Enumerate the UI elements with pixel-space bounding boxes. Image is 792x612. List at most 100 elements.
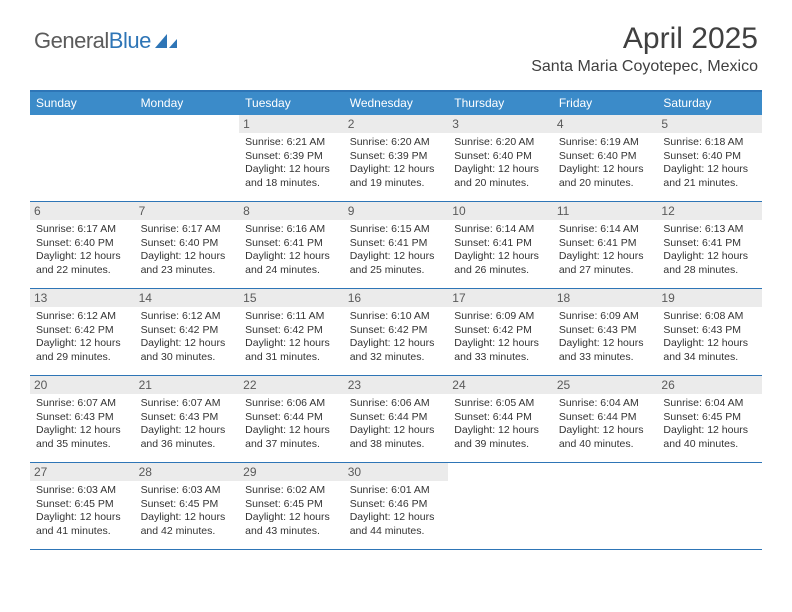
day-info: Sunrise: 6:12 AMSunset: 6:42 PMDaylight:…: [141, 310, 234, 365]
empty-cell: [135, 115, 240, 201]
day-number: 24: [448, 376, 553, 394]
logo-text: GeneralBlue: [34, 28, 151, 54]
empty-cell: [448, 463, 553, 549]
day-number: 13: [30, 289, 135, 307]
day-number: 30: [344, 463, 449, 481]
day-info: Sunrise: 6:14 AMSunset: 6:41 PMDaylight:…: [454, 223, 547, 278]
day-info: Sunrise: 6:05 AMSunset: 6:44 PMDaylight:…: [454, 397, 547, 452]
day-cell: 26 Sunrise: 6:04 AMSunset: 6:45 PMDayligh…: [657, 376, 762, 462]
day-number: 17: [448, 289, 553, 307]
day-info: Sunrise: 6:17 AMSunset: 6:40 PMDaylight:…: [141, 223, 234, 278]
day-info: Sunrise: 6:09 AMSunset: 6:43 PMDaylight:…: [559, 310, 652, 365]
day-number: 25: [553, 376, 658, 394]
day-number: 10: [448, 202, 553, 220]
day-info: Sunrise: 6:10 AMSunset: 6:42 PMDaylight:…: [350, 310, 443, 365]
day-cell: 30 Sunrise: 6:01 AMSunset: 6:46 PMDayligh…: [344, 463, 449, 549]
day-info: Sunrise: 6:20 AMSunset: 6:40 PMDaylight:…: [454, 136, 547, 191]
logo-part2: Blue: [109, 28, 151, 53]
empty-cell: [30, 115, 135, 201]
day-info: Sunrise: 6:06 AMSunset: 6:44 PMDaylight:…: [245, 397, 338, 452]
week-row: 27 Sunrise: 6:03 AMSunset: 6:45 PMDayligh…: [30, 463, 762, 550]
day-header-sunday: Sunday: [30, 92, 135, 115]
day-cell: 15 Sunrise: 6:11 AMSunset: 6:42 PMDayligh…: [239, 289, 344, 375]
day-cell: 5 Sunrise: 6:18 AMSunset: 6:40 PMDaylight…: [657, 115, 762, 201]
day-cell: 18 Sunrise: 6:09 AMSunset: 6:43 PMDayligh…: [553, 289, 658, 375]
day-cell: 19 Sunrise: 6:08 AMSunset: 6:43 PMDayligh…: [657, 289, 762, 375]
day-number: 2: [344, 115, 449, 133]
day-cell: 10 Sunrise: 6:14 AMSunset: 6:41 PMDayligh…: [448, 202, 553, 288]
day-info: Sunrise: 6:07 AMSunset: 6:43 PMDaylight:…: [36, 397, 129, 452]
day-info: Sunrise: 6:20 AMSunset: 6:39 PMDaylight:…: [350, 136, 443, 191]
day-number: 19: [657, 289, 762, 307]
day-info: Sunrise: 6:15 AMSunset: 6:41 PMDaylight:…: [350, 223, 443, 278]
day-number: 16: [344, 289, 449, 307]
day-info: Sunrise: 6:02 AMSunset: 6:45 PMDaylight:…: [245, 484, 338, 539]
day-header-saturday: Saturday: [657, 92, 762, 115]
day-info: Sunrise: 6:18 AMSunset: 6:40 PMDaylight:…: [663, 136, 756, 191]
logo-part1: General: [34, 28, 109, 53]
day-info: Sunrise: 6:19 AMSunset: 6:40 PMDaylight:…: [559, 136, 652, 191]
day-cell: 27 Sunrise: 6:03 AMSunset: 6:45 PMDayligh…: [30, 463, 135, 549]
day-cell: 13 Sunrise: 6:12 AMSunset: 6:42 PMDayligh…: [30, 289, 135, 375]
week-row: 13 Sunrise: 6:12 AMSunset: 6:42 PMDayligh…: [30, 289, 762, 376]
day-number: 28: [135, 463, 240, 481]
day-header-thursday: Thursday: [448, 92, 553, 115]
day-info: Sunrise: 6:11 AMSunset: 6:42 PMDaylight:…: [245, 310, 338, 365]
day-header-tuesday: Tuesday: [239, 92, 344, 115]
day-info: Sunrise: 6:03 AMSunset: 6:45 PMDaylight:…: [36, 484, 129, 539]
day-info: Sunrise: 6:13 AMSunset: 6:41 PMDaylight:…: [663, 223, 756, 278]
day-info: Sunrise: 6:01 AMSunset: 6:46 PMDaylight:…: [350, 484, 443, 539]
title-block: April 2025 Santa Maria Coyotepec, Mexico: [531, 22, 758, 76]
day-cell: 4Sunrise: 6:19 AMSunset: 6:40 PMDaylight…: [553, 115, 658, 201]
day-header-wednesday: Wednesday: [344, 92, 449, 115]
day-number: 22: [239, 376, 344, 394]
day-cell: 2 Sunrise: 6:20 AMSunset: 6:39 PMDaylight…: [344, 115, 449, 201]
day-number: 29: [239, 463, 344, 481]
day-info: Sunrise: 6:14 AMSunset: 6:41 PMDaylight:…: [559, 223, 652, 278]
day-cell: 12Sunrise: 6:13 AMSunset: 6:41 PMDayligh…: [657, 202, 762, 288]
day-cell: 25 Sunrise: 6:04 AMSunset: 6:44 PMDayligh…: [553, 376, 658, 462]
day-cell: 16 Sunrise: 6:10 AMSunset: 6:42 PMDayligh…: [344, 289, 449, 375]
day-info: Sunrise: 6:08 AMSunset: 6:43 PMDaylight:…: [663, 310, 756, 365]
logo: GeneralBlue: [34, 22, 179, 54]
day-number: 15: [239, 289, 344, 307]
day-cell: 11 Sunrise: 6:14 AMSunset: 6:41 PMDayligh…: [553, 202, 658, 288]
day-info: Sunrise: 6:07 AMSunset: 6:43 PMDaylight:…: [141, 397, 234, 452]
day-cell: 23 Sunrise: 6:06 AMSunset: 6:44 PMDayligh…: [344, 376, 449, 462]
header: GeneralBlue April 2025 Santa Maria Coyot…: [0, 0, 792, 84]
day-info: Sunrise: 6:21 AMSunset: 6:39 PMDaylight:…: [245, 136, 338, 191]
day-header-friday: Friday: [553, 92, 658, 115]
day-number: 9: [344, 202, 449, 220]
empty-cell: [553, 463, 658, 549]
day-info: Sunrise: 6:16 AMSunset: 6:41 PMDaylight:…: [245, 223, 338, 278]
day-info: Sunrise: 6:04 AMSunset: 6:45 PMDaylight:…: [663, 397, 756, 452]
week-row: 20 Sunrise: 6:07 AMSunset: 6:43 PMDayligh…: [30, 376, 762, 463]
day-info: Sunrise: 6:12 AMSunset: 6:42 PMDaylight:…: [36, 310, 129, 365]
day-number: 23: [344, 376, 449, 394]
day-cell: 21 Sunrise: 6:07 AMSunset: 6:43 PMDayligh…: [135, 376, 240, 462]
day-number: 8: [239, 202, 344, 220]
day-number: 11: [553, 202, 658, 220]
day-number: 18: [553, 289, 658, 307]
empty-cell: [657, 463, 762, 549]
day-cell: 14Sunrise: 6:12 AMSunset: 6:42 PMDayligh…: [135, 289, 240, 375]
day-number: 1: [239, 115, 344, 133]
day-cell: 3Sunrise: 6:20 AMSunset: 6:40 PMDaylight…: [448, 115, 553, 201]
day-cell: 29 Sunrise: 6:02 AMSunset: 6:45 PMDayligh…: [239, 463, 344, 549]
day-number: 21: [135, 376, 240, 394]
day-number: 26: [657, 376, 762, 394]
day-header-monday: Monday: [135, 92, 240, 115]
day-number: 6: [30, 202, 135, 220]
day-cell: 8 Sunrise: 6:16 AMSunset: 6:41 PMDaylight…: [239, 202, 344, 288]
day-info: Sunrise: 6:09 AMSunset: 6:42 PMDaylight:…: [454, 310, 547, 365]
day-info: Sunrise: 6:06 AMSunset: 6:44 PMDaylight:…: [350, 397, 443, 452]
week-row: 6 Sunrise: 6:17 AMSunset: 6:40 PMDaylight…: [30, 202, 762, 289]
day-number: 20: [30, 376, 135, 394]
day-info: Sunrise: 6:04 AMSunset: 6:44 PMDaylight:…: [559, 397, 652, 452]
day-number: 27: [30, 463, 135, 481]
day-number: 5: [657, 115, 762, 133]
month-title: April 2025: [531, 22, 758, 56]
day-cell: 22 Sunrise: 6:06 AMSunset: 6:44 PMDayligh…: [239, 376, 344, 462]
day-number: 7: [135, 202, 240, 220]
day-cell: 17 Sunrise: 6:09 AMSunset: 6:42 PMDayligh…: [448, 289, 553, 375]
